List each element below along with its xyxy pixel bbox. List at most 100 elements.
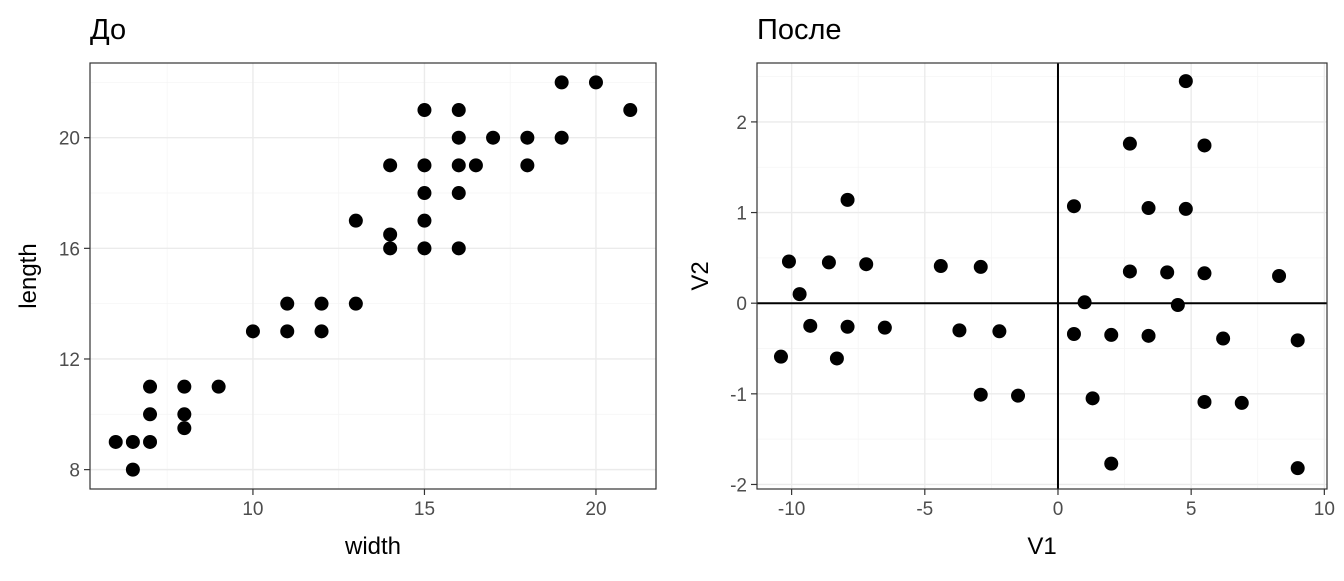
panel-before: До 10 15 20 8 12 16 20 width length bbox=[15, 14, 657, 560]
data-point bbox=[451, 241, 466, 256]
panel-after-y-ticks: -2 -1 0 1 2 bbox=[730, 113, 757, 496]
data-point bbox=[1122, 136, 1137, 151]
data-point bbox=[177, 421, 192, 436]
data-point bbox=[108, 434, 123, 449]
data-point bbox=[1216, 331, 1231, 346]
panel-after-y-label: V2 bbox=[687, 261, 714, 290]
y-tick-label: 8 bbox=[69, 461, 80, 482]
panel-after-border bbox=[756, 62, 1328, 490]
data-point bbox=[417, 186, 432, 201]
panel-after-x-label: V1 bbox=[1027, 533, 1056, 560]
data-point bbox=[1104, 327, 1119, 342]
data-point bbox=[1160, 265, 1175, 280]
data-point bbox=[1290, 461, 1305, 476]
data-point bbox=[973, 259, 988, 274]
data-point bbox=[588, 75, 603, 90]
data-point bbox=[1178, 74, 1193, 89]
data-point bbox=[143, 434, 158, 449]
panel-after-points bbox=[773, 74, 1305, 476]
data-point bbox=[1197, 266, 1212, 281]
data-point bbox=[1077, 295, 1092, 310]
data-point bbox=[554, 75, 569, 90]
data-point bbox=[859, 257, 874, 272]
data-point bbox=[792, 287, 807, 302]
data-point bbox=[451, 158, 466, 173]
data-point bbox=[314, 296, 329, 311]
data-point bbox=[468, 158, 483, 173]
data-point bbox=[1141, 201, 1156, 216]
y-tick-label: 1 bbox=[736, 204, 747, 225]
data-point bbox=[348, 296, 363, 311]
y-tick-label: 0 bbox=[736, 294, 747, 315]
data-point bbox=[125, 462, 140, 477]
data-point bbox=[821, 255, 836, 270]
data-point bbox=[1011, 388, 1026, 403]
panel-before-y-label: length bbox=[15, 243, 42, 308]
data-point bbox=[417, 103, 432, 118]
x-tick-label: 10 bbox=[242, 499, 263, 520]
panel-after-x-ticks: -10 -5 0 5 10 bbox=[778, 489, 1335, 520]
data-point bbox=[383, 241, 398, 256]
x-tick-label: 20 bbox=[585, 499, 606, 520]
data-point bbox=[383, 227, 398, 242]
data-point bbox=[1170, 298, 1185, 313]
panel-before-x-ticks: 10 15 20 bbox=[242, 489, 607, 520]
panel-before-title: До bbox=[90, 14, 126, 46]
data-point bbox=[1085, 391, 1100, 406]
y-tick-label: 2 bbox=[736, 113, 747, 134]
x-tick-label: -10 bbox=[778, 499, 805, 520]
data-point bbox=[177, 379, 192, 394]
data-point bbox=[1141, 328, 1156, 343]
data-point bbox=[1272, 269, 1287, 283]
data-point bbox=[417, 158, 432, 173]
data-point bbox=[829, 351, 844, 366]
panel-after-reference-lines bbox=[757, 63, 1327, 489]
data-point bbox=[451, 130, 466, 145]
data-point bbox=[177, 407, 192, 422]
data-point bbox=[1066, 199, 1081, 214]
data-point bbox=[1122, 264, 1137, 279]
data-point bbox=[520, 158, 535, 173]
data-point bbox=[1197, 138, 1212, 153]
data-point bbox=[554, 130, 569, 145]
panel-before-x-label: width bbox=[344, 533, 401, 560]
data-point bbox=[623, 103, 638, 118]
data-point bbox=[803, 318, 818, 333]
y-tick-label: 12 bbox=[59, 350, 80, 371]
data-point bbox=[451, 103, 466, 118]
data-point bbox=[417, 213, 432, 228]
data-point bbox=[877, 320, 892, 335]
data-point bbox=[781, 254, 796, 269]
data-point bbox=[486, 130, 501, 145]
data-point bbox=[280, 296, 295, 311]
y-tick-label: -1 bbox=[730, 385, 747, 406]
data-point bbox=[451, 186, 466, 201]
data-point bbox=[773, 349, 788, 364]
x-tick-label: -5 bbox=[916, 499, 933, 520]
data-point bbox=[973, 387, 988, 402]
data-point bbox=[245, 324, 260, 339]
data-point bbox=[211, 379, 226, 394]
data-point bbox=[840, 192, 855, 207]
x-tick-label: 5 bbox=[1186, 499, 1197, 520]
data-point bbox=[840, 319, 855, 334]
panel-before-grid bbox=[90, 63, 656, 489]
data-point bbox=[143, 379, 158, 394]
data-point bbox=[125, 434, 140, 449]
data-point bbox=[933, 259, 948, 274]
panel-before-points bbox=[108, 75, 638, 477]
data-point bbox=[417, 241, 432, 256]
y-tick-label: 20 bbox=[59, 129, 80, 150]
data-point bbox=[348, 213, 363, 228]
x-tick-label: 15 bbox=[414, 499, 435, 520]
data-point bbox=[1066, 327, 1081, 342]
y-tick-label: -2 bbox=[730, 475, 747, 496]
data-point bbox=[1104, 456, 1119, 471]
panel-after-title: После bbox=[757, 14, 842, 46]
data-point bbox=[143, 407, 158, 422]
data-point bbox=[1197, 394, 1212, 409]
data-point bbox=[992, 324, 1007, 339]
data-point bbox=[952, 323, 967, 338]
